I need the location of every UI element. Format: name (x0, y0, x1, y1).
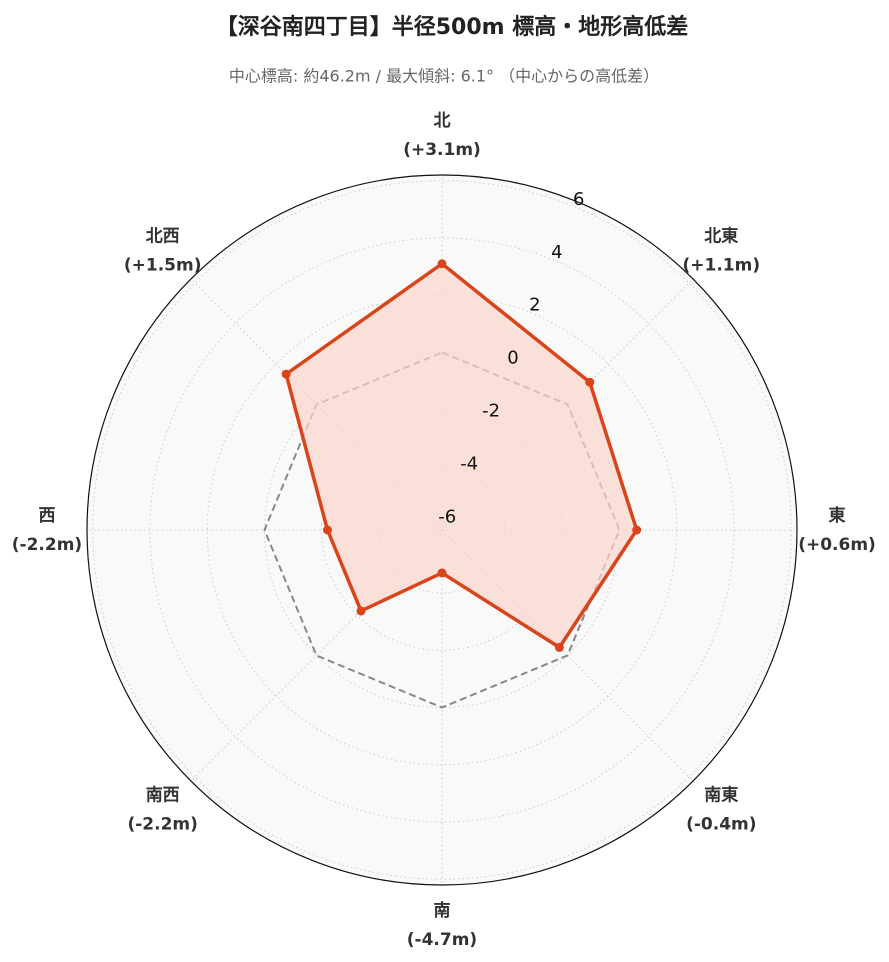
grid-circle (149, 237, 735, 823)
data-point (437, 568, 447, 578)
category-label: 北東 (704, 226, 738, 247)
value-label: (-2.2m) (12, 535, 82, 555)
r-tick-label: -4 (460, 453, 478, 474)
data-point (322, 525, 332, 535)
category-label: 北西 (146, 227, 180, 247)
value-label: (-2.2m) (127, 814, 197, 834)
r-tick-label: 4 (551, 242, 562, 263)
value-label: (-4.7m) (407, 930, 477, 950)
r-tick-label: -2 (482, 401, 500, 422)
r-tick-label: 6 (573, 189, 584, 210)
category-label: 南 (434, 900, 451, 921)
category-label: 東 (829, 505, 846, 526)
r-tick-label: -6 (438, 506, 456, 527)
data-point (437, 259, 447, 269)
chart-subtitle: 中心標高: 約46.2m / 最大傾斜: 6.1° （中心からの高低差） (229, 67, 659, 86)
category-label: 南西 (146, 784, 180, 805)
category-label: 西 (39, 506, 56, 526)
data-point (585, 377, 595, 387)
data-point (281, 369, 291, 379)
r-tick-label: 0 (507, 348, 518, 369)
data-point (632, 525, 642, 535)
category-label: 南東 (704, 784, 738, 805)
value-label: (+3.1m) (403, 140, 481, 160)
value-label: (+1.1m) (682, 256, 760, 276)
grid-circle (92, 180, 792, 880)
value-label: (+1.5m) (124, 256, 202, 276)
value-label: (+0.6m) (798, 535, 876, 555)
plot-border (86, 174, 798, 886)
r-tick-label: 2 (529, 295, 540, 316)
data-point (554, 642, 564, 652)
data-point (356, 606, 366, 616)
value-label: (-0.4m) (686, 814, 756, 834)
chart-title: 【深谷南四丁目】半径500m 標高・地形高低差 (216, 14, 689, 40)
category-label: 北 (434, 111, 451, 131)
